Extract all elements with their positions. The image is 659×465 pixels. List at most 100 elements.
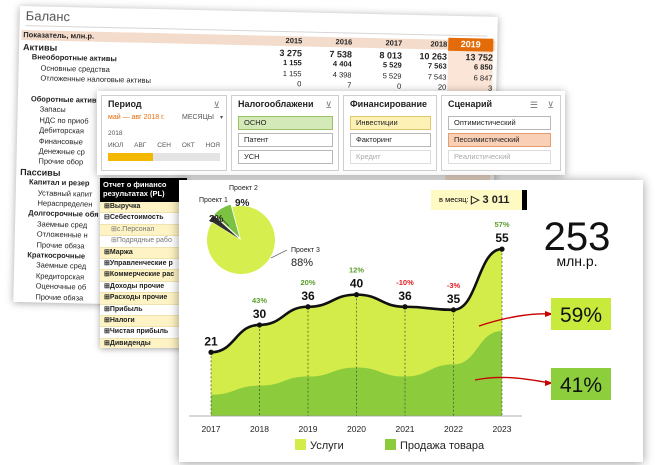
header-label: Показатель, млн.р. bbox=[23, 30, 95, 41]
x-tick-label: 2022 bbox=[444, 424, 463, 434]
financing-option-credit[interactable]: Кредит bbox=[350, 150, 431, 164]
row-label: Денежные ср bbox=[38, 146, 86, 157]
pl-title-line2: результатах (PL) bbox=[103, 189, 165, 198]
clear-filter-icon[interactable]: ⊻ bbox=[547, 100, 554, 110]
leader-line bbox=[222, 219, 230, 227]
pie-percent: 88% bbox=[291, 257, 313, 269]
row-label: Оборотные активы bbox=[30, 94, 104, 105]
year-header[interactable]: 2018 bbox=[430, 39, 448, 49]
share1-box bbox=[551, 298, 611, 330]
data-point bbox=[305, 304, 311, 310]
row-value bbox=[445, 176, 490, 177]
period-range: май — авг 2018 г. bbox=[108, 114, 165, 121]
pl-item[interactable]: ⊞Доходы прочие bbox=[100, 282, 187, 294]
data-label: 30 bbox=[253, 307, 267, 321]
tax-slicer: Налогооблажени ⊻ ОСНО Патент УСН bbox=[231, 95, 339, 171]
arrow-head-icon bbox=[545, 311, 553, 317]
clear-filter-icon[interactable]: ⊻ bbox=[325, 100, 332, 110]
pl-item[interactable]: ⊞Дивиденды bbox=[100, 338, 187, 348]
row-label: Прочие обяза bbox=[36, 240, 85, 251]
chevron-down-icon[interactable]: ▾ bbox=[220, 115, 224, 121]
period-slicer: Период ⊻ май — авг 2018 г. МЕСЯЦЫ ▾ 2018… bbox=[101, 95, 227, 171]
row-label: Прочие обор bbox=[38, 156, 84, 167]
row-value: 5 529 bbox=[382, 71, 402, 81]
pl-item[interactable]: ⊞Расходы прочие bbox=[100, 293, 187, 305]
row-label: НДС по приоб bbox=[39, 115, 89, 126]
row-value: 6 850 bbox=[473, 62, 493, 73]
pie-label: Проект 3 bbox=[291, 247, 320, 254]
x-tick-label: 2017 bbox=[202, 424, 221, 434]
pl-item[interactable]: ⊞Подрядные рабо bbox=[100, 236, 187, 248]
x-tick-label: 2021 bbox=[396, 424, 415, 434]
growth-label: -10% bbox=[396, 278, 414, 287]
row-value: 1 155 bbox=[282, 68, 302, 79]
financing-option-factoring[interactable]: Факторинг bbox=[350, 133, 431, 147]
pl-item[interactable]: ⊞Налоги bbox=[100, 315, 187, 328]
period-timeline-track[interactable] bbox=[108, 153, 220, 161]
multi-select-icon[interactable]: ☰ bbox=[529, 100, 538, 110]
row-value: 4 398 bbox=[332, 69, 352, 80]
row-value bbox=[256, 89, 301, 90]
pl-item[interactable]: ⊞Маржа bbox=[100, 247, 187, 259]
scenario-option-realistic[interactable]: Реалистический bbox=[448, 150, 551, 164]
leader-line bbox=[270, 249, 288, 259]
period-timeline-selection[interactable] bbox=[108, 153, 153, 161]
year-header[interactable]: 2016 bbox=[335, 37, 353, 47]
row-label: Дебиторская bbox=[39, 125, 85, 136]
financing-title: Финансирование bbox=[350, 99, 428, 109]
pie-percent: 9% bbox=[235, 198, 250, 209]
month-label[interactable]: ОКТ bbox=[181, 142, 195, 149]
row-label: Внеоборотные активы bbox=[31, 52, 117, 64]
row-value: 6 847 bbox=[473, 73, 493, 83]
data-label: 36 bbox=[398, 289, 412, 303]
row-label: Основные средства bbox=[40, 63, 110, 74]
chart-canvas: Проект 1 3% Проект 2 9% Проект 3 88% 2017 2018… bbox=[189, 185, 611, 452]
data-label: 35 bbox=[447, 292, 461, 306]
legend-swatch-services bbox=[295, 439, 306, 450]
row-value: 4 404 bbox=[332, 59, 352, 69]
row-label: Капитал и резер bbox=[28, 177, 90, 188]
row-label: Уставный капит bbox=[37, 188, 93, 199]
pie-label: Проект 2 bbox=[229, 185, 258, 192]
goods-area bbox=[211, 331, 502, 416]
row-label: Отложенные налоговые активы bbox=[40, 73, 152, 86]
row-value: 7 563 bbox=[427, 61, 447, 72]
clear-filter-icon[interactable]: ⊻ bbox=[213, 100, 220, 110]
financing-slicer: Финансирование Инвестиции Факторинг Кред… bbox=[343, 95, 437, 171]
pl-report-header: Отчет о финансо результатах (PL) bbox=[100, 178, 187, 202]
pl-item[interactable]: ⊞Управленческие р bbox=[100, 259, 187, 271]
pl-item[interactable]: ⊞с.Персонал bbox=[100, 224, 187, 237]
year-2019-header[interactable]: 2019 bbox=[448, 37, 494, 52]
financing-option-investments[interactable]: Инвестиции bbox=[350, 116, 431, 130]
year-header[interactable]: 2017 bbox=[385, 38, 403, 48]
pl-item[interactable]: ⊞Чистая прибыль bbox=[100, 327, 187, 339]
tax-option-patent[interactable]: Патент bbox=[238, 133, 333, 147]
pl-item[interactable]: ⊞Прибыль bbox=[100, 305, 187, 316]
project-pie-chart: Проект 1 3% Проект 2 9% Проект 3 88% bbox=[199, 185, 320, 274]
scenario-option-optimistic[interactable]: Оптимистический bbox=[448, 116, 551, 130]
row-label: Краткосрочные bbox=[27, 250, 86, 261]
pl-item[interactable]: ⊞Коммерческие рас bbox=[100, 270, 187, 282]
pl-item[interactable]: ⊞Выручка bbox=[100, 202, 187, 214]
tax-option-osno[interactable]: ОСНО bbox=[238, 116, 333, 130]
monthly-value-box: в месяц: ▷ 3 011 bbox=[431, 190, 527, 210]
year-header[interactable]: 2015 bbox=[285, 36, 303, 46]
month-label[interactable]: СЕН bbox=[157, 142, 171, 149]
month-label[interactable]: НОЯ bbox=[205, 142, 220, 149]
row-label: Заемные сред bbox=[36, 260, 87, 271]
tax-option-usn[interactable]: УСН bbox=[238, 150, 333, 164]
row-label: Финансовые bbox=[38, 136, 83, 147]
total-value: 253 bbox=[544, 215, 611, 259]
data-point bbox=[450, 307, 457, 313]
scenario-option-pessimistic[interactable]: Пессимистический bbox=[448, 133, 551, 147]
pl-item[interactable]: ⊟Себестоимость bbox=[100, 213, 187, 225]
month-label[interactable]: АВГ bbox=[134, 142, 147, 149]
scenario-title: Сценарий bbox=[448, 99, 493, 109]
pie-slice bbox=[214, 204, 240, 238]
month-label[interactable]: ИЮЛ bbox=[108, 142, 124, 149]
row-label: Запасы bbox=[39, 104, 66, 115]
period-unit-select[interactable]: МЕСЯЦЫ bbox=[182, 114, 214, 121]
x-tick-label: 2019 bbox=[299, 424, 318, 434]
legend-label-services: Услуги bbox=[310, 440, 344, 452]
row-label: Прочие обяза bbox=[35, 292, 84, 303]
